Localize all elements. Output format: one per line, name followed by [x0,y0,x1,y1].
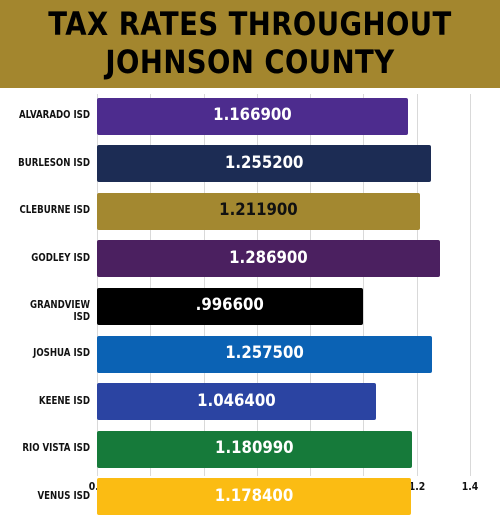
bar-value-label: 1.286900 [229,247,308,268]
bar-value-label: 1.255200 [224,152,304,173]
category-label: VENUS ISD [37,489,90,502]
bar-value-label: 1.046400 [197,390,276,411]
gridline [150,94,152,476]
bar [97,240,440,278]
gridline [203,94,205,476]
category-label: GRANDVIEW ISD [30,299,90,324]
category-label: RIO VISTA ISD [22,442,90,455]
bar [97,430,412,468]
gridline [310,94,312,476]
bar-value-label: .996600 [195,295,264,316]
category-label: CLEBURNE ISD [19,204,90,217]
x-tick-label: 1.4 [461,480,479,493]
x-tick-label: 1.2 [408,480,425,493]
bar-value-label: 1.211900 [219,200,298,221]
bar-value-label: 1.180990 [215,438,294,459]
bar-value-label: 1.166900 [213,105,292,125]
chart-title-line-2: JOHNSON COUNTY [105,43,395,81]
bar [97,192,420,230]
bar-value-label: 1.178400 [214,485,294,506]
bar-value-label: 1.257500 [225,343,304,363]
gridline [97,94,98,476]
title-banner: TAX RATES THROUGHOUT JOHNSON COUNTY [0,0,500,88]
gridline [363,94,365,476]
bar [97,287,363,325]
chart-title-line-1: TAX RATES THROUGHOUT [48,5,452,43]
gridline [416,94,418,476]
bar [97,335,433,373]
bar [97,145,432,183]
category-label: JOSHUA ISD [33,347,90,359]
bar [97,383,376,421]
gridline [256,94,258,476]
category-label: KEENE ISD [38,394,90,407]
category-label: BURLESON ISD [18,156,90,169]
category-label: ALVARADO ISD [18,109,90,121]
bar [97,97,408,135]
category-label: GODLEY ISD [31,251,90,264]
gridline [470,94,471,476]
